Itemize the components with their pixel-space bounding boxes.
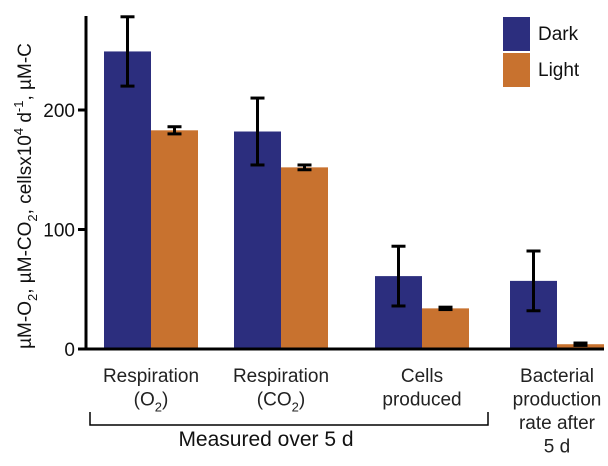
y-axis-label: µM-O2, µM-CO2, cellsx104 d-1, µM-C bbox=[11, 43, 40, 349]
category-label-line: Bacterial bbox=[520, 366, 594, 387]
label-run: -1 bbox=[11, 101, 26, 113]
category-label-line: Respiration bbox=[103, 366, 199, 387]
label-run: (CO bbox=[257, 390, 292, 411]
y-ticks: 0 100 200 bbox=[43, 101, 86, 361]
error-bar-light-2 bbox=[438, 305, 453, 312]
label-run: , µM-CO bbox=[15, 222, 36, 294]
label-run: production bbox=[513, 390, 602, 411]
label-run: µM-O bbox=[15, 301, 36, 349]
error-bars bbox=[120, 15, 588, 347]
label-run: produced bbox=[382, 390, 461, 411]
label-run: ) bbox=[162, 390, 168, 411]
bar-dark-1 bbox=[234, 131, 281, 349]
label-run: rate after bbox=[519, 413, 596, 434]
axes bbox=[84, 16, 604, 351]
category-label-line: production bbox=[513, 390, 602, 411]
label-run: 2 bbox=[155, 400, 162, 415]
label-run: 2 bbox=[25, 214, 40, 221]
x-category-labels: Respiration(O2)Respiration(CO2)Cellsprod… bbox=[103, 366, 601, 458]
error-bar-dark-0 bbox=[120, 15, 135, 88]
label-run: Bacterial bbox=[520, 366, 594, 387]
error-bar-light-0 bbox=[167, 125, 182, 136]
error-bar-dark-3 bbox=[526, 249, 541, 313]
category-label-line: Cells bbox=[401, 366, 443, 387]
bar-light-0 bbox=[151, 130, 198, 349]
y-axis-title: µM-O2, µM-CO2, cellsx104 d-1, µM-C bbox=[11, 43, 40, 349]
legend-item-light: Light bbox=[503, 53, 580, 87]
category-label-1: Respiration (CO2) bbox=[233, 366, 329, 415]
category-label-2: Cells produced bbox=[382, 366, 461, 411]
error-bar-light-3 bbox=[573, 341, 588, 347]
category-label-line: rate after bbox=[519, 413, 596, 434]
legend-swatch bbox=[503, 17, 530, 51]
category-label-line: (CO2) bbox=[257, 390, 305, 415]
label-run: Respiration bbox=[233, 366, 329, 387]
label-run: , cellsx10 bbox=[15, 135, 36, 214]
y-tick-label: 200 bbox=[43, 101, 75, 122]
label-run: 2 bbox=[292, 400, 299, 415]
category-label-line: 5 d bbox=[544, 437, 570, 458]
group-label: Measured over 5 d bbox=[178, 428, 353, 451]
category-label-line: Respiration bbox=[233, 366, 329, 387]
group-bracket bbox=[89, 412, 489, 426]
group-bracket-line bbox=[89, 412, 489, 426]
y-tick-label: 100 bbox=[43, 221, 75, 242]
label-run: 2 bbox=[25, 294, 40, 301]
legend-label: Light bbox=[538, 60, 580, 81]
y-tick-label: 0 bbox=[64, 340, 75, 361]
error-bar-dark-2 bbox=[391, 244, 406, 308]
label-run: 5 d bbox=[544, 437, 570, 458]
bars bbox=[104, 51, 604, 349]
error-bar-dark-1 bbox=[250, 96, 265, 167]
label-run: ) bbox=[299, 390, 305, 411]
category-label-line: (O2) bbox=[134, 390, 169, 415]
bar-dark-0 bbox=[104, 51, 151, 349]
category-label-line: produced bbox=[382, 390, 461, 411]
label-run: 4 bbox=[11, 128, 26, 135]
label-run: , µM-C bbox=[15, 43, 36, 100]
error-bar-light-1 bbox=[297, 163, 312, 172]
label-run: Respiration bbox=[103, 366, 199, 387]
label-run: (O bbox=[134, 390, 155, 411]
bar-light-2 bbox=[422, 308, 469, 349]
legend-label: Dark bbox=[538, 24, 579, 45]
bar-light-1 bbox=[281, 167, 328, 349]
legend: Dark Light bbox=[503, 17, 580, 87]
label-run: d bbox=[15, 112, 36, 128]
label-run: Cells bbox=[401, 366, 443, 387]
category-label-0: Respiration (O2) bbox=[103, 366, 199, 415]
legend-item-dark: Dark bbox=[503, 17, 579, 51]
legend-swatch bbox=[503, 53, 530, 87]
